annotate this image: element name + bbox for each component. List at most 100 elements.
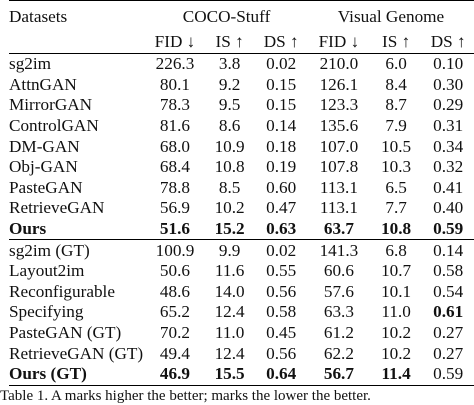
metric-value: 10.5 [381, 136, 412, 156]
metric-value: 113.1 [319, 177, 358, 197]
metric-value: 0.27 [433, 323, 464, 343]
method-name: ControlGAN [9, 116, 99, 136]
table-caption: Table 1. A marks higher the better; mark… [0, 388, 371, 404]
metric-value: 70.2 [159, 323, 190, 343]
table-row: AttnGAN 80.1 9.2 0.15 126.1 8.4 0.30 [9, 75, 474, 96]
metric-value: 50.6 [159, 261, 190, 281]
metric-value: 12.4 [214, 343, 245, 363]
metric-value: 10.9 [214, 136, 245, 156]
metric-value: 63.3 [323, 302, 354, 322]
table-row: RetrieveGAN (GT) 49.4 12.4 0.56 62.2 10.2 0.27 [9, 343, 474, 364]
metric-header: DS ↑ [422, 31, 474, 54]
metric-value: 80.1 [159, 74, 190, 94]
metric-value: 0.64 [254, 363, 308, 386]
group-coco-stuff: COCO-Stuff [145, 0, 308, 31]
metric-value: 141.3 [307, 239, 370, 261]
metric-value: 0.18 [266, 136, 297, 156]
metric-value: 12.4 [214, 302, 245, 322]
metric-value: 8.4 [385, 74, 407, 94]
metric-value: 8.7 [385, 95, 407, 115]
metric-value: 10.8 [214, 157, 245, 177]
metric-value: 57.6 [323, 281, 354, 301]
table-row: Layout2im 50.6 11.6 0.55 60.6 10.7 0.58 [9, 261, 474, 282]
table-row: ControlGAN 81.6 8.6 0.14 135.6 7.9 0.31 [9, 116, 474, 137]
method-name: PasteGAN [9, 177, 83, 197]
metric-value: 10.8 [381, 219, 412, 239]
method-name: sg2im (GT) [9, 239, 146, 261]
metric-value: 0.45 [266, 323, 297, 343]
metric-header: DS ↑ [254, 31, 308, 54]
metric-value: 8.6 [218, 116, 241, 136]
metric-value: 0.15 [266, 95, 297, 115]
metric-value: 78.3 [159, 95, 190, 115]
method-name: Layout2im [9, 261, 85, 281]
metric-value: 3.8 [204, 52, 255, 75]
method-name: RetrieveGAN (GT) [9, 343, 144, 363]
metric-value: 0.58 [266, 302, 297, 322]
metric-value: 210.0 [307, 52, 370, 75]
metric-value: 11.4 [369, 363, 423, 386]
metric-value: 7.9 [385, 116, 407, 136]
method-name: MirrorGAN [9, 95, 93, 115]
metric-value: 0.14 [266, 116, 297, 136]
metric-value: 100.9 [145, 239, 205, 261]
method-name: PasteGAN (GT) [9, 323, 122, 343]
metric-value: 0.55 [266, 261, 297, 281]
metric-value: 0.56 [266, 343, 297, 363]
section-text-to-image: sg2im 226.3 3.8 0.02 210.0 6.0 0.10 AttnGAN 80.1… [9, 52, 474, 240]
metric-value: 68.4 [159, 157, 190, 177]
metric-value: 7.7 [385, 198, 407, 218]
metric-value: 0.60 [266, 177, 297, 197]
metric-value: 0.34 [433, 136, 464, 156]
header-row-metrics: FID ↓ IS ↑ DS ↑ FID ↓ IS ↑ DS ↑ [9, 31, 474, 54]
metric-value: 10.2 [381, 343, 412, 363]
method-name: AttnGAN [9, 74, 77, 94]
metric-header: FID ↓ [145, 31, 205, 54]
metric-value: 6.0 [369, 52, 423, 75]
metric-value: 107.8 [319, 157, 359, 177]
metric-value: 11.0 [214, 323, 245, 343]
metric-value: 6.8 [369, 239, 423, 261]
metric-value: 51.6 [159, 219, 190, 239]
table-row: RetrieveGAN 56.9 10.2 0.47 113.1 7.7 0.40 [9, 198, 474, 219]
metric-value: 61.2 [323, 323, 354, 343]
metric-value: 11.0 [381, 302, 411, 322]
metric-value: 9.2 [218, 74, 241, 94]
metric-value: 123.3 [319, 95, 359, 115]
metric-value: 0.58 [433, 261, 464, 281]
table-row: Specifying 65.2 12.4 0.58 63.3 11.0 0.61 [9, 302, 474, 323]
metric-header: FID ↓ [307, 31, 370, 54]
table-row: sg2im 226.3 3.8 0.02 210.0 6.0 0.10 [9, 52, 474, 75]
metric-value: 126.1 [319, 74, 359, 94]
method-name: DM-GAN [9, 136, 80, 156]
group-coco-stuff-label: COCO-Stuff [182, 7, 271, 26]
metric-value: 0.41 [433, 177, 464, 197]
metric-value: 63.7 [323, 219, 354, 239]
header-row-groups: Datasets COCO-Stuff Visual Genome [9, 0, 474, 31]
metric-value: 0.19 [266, 157, 297, 177]
metric-value: 6.5 [385, 177, 407, 197]
header-blank [9, 31, 145, 54]
metric-value: 0.15 [266, 74, 297, 94]
metric-value: 48.6 [159, 281, 190, 301]
metric-value: 0.59 [433, 219, 464, 239]
metric-value: 10.1 [381, 281, 412, 301]
method-name: sg2im [9, 52, 146, 75]
metric-value: 0.29 [433, 95, 464, 115]
method-name: Specifying [9, 302, 84, 322]
table-row: Obj-GAN 68.4 10.8 0.19 107.8 10.3 0.32 [9, 157, 474, 178]
metric-value: 78.8 [159, 177, 190, 197]
table-row: Ours 51.6 15.2 0.63 63.7 10.8 0.59 [9, 219, 474, 240]
metric-value: 14.0 [214, 281, 245, 301]
group-visual-genome: Visual Genome [307, 0, 474, 31]
method-name: Obj-GAN [9, 157, 78, 177]
metric-value: 0.59 [422, 363, 474, 386]
metric-value: 10.7 [381, 261, 412, 281]
metric-value: 0.61 [433, 302, 464, 322]
table-row: MirrorGAN 78.3 9.5 0.15 123.3 8.7 0.29 [9, 95, 474, 116]
metric-value: 0.10 [422, 52, 474, 75]
metric-value: 226.3 [145, 52, 205, 75]
metric-value: 46.9 [145, 363, 205, 386]
metric-value: 0.47 [266, 198, 297, 218]
method-name: Reconfigurable [9, 281, 115, 301]
